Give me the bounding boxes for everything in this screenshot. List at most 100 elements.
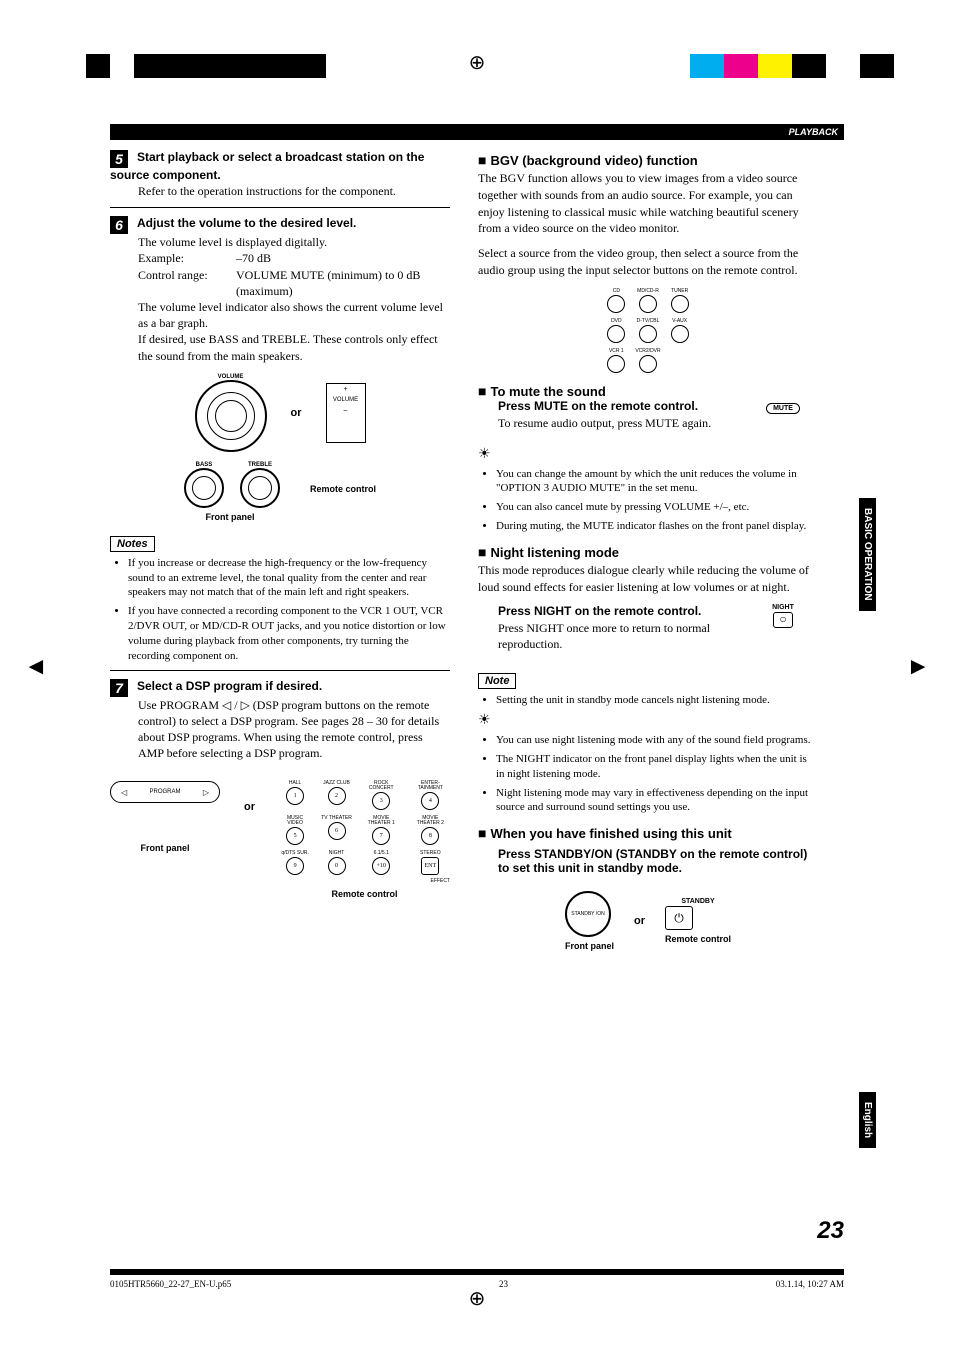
standby-on-button-icon: STANDBY /ON <box>565 891 611 937</box>
finish-heading: ■When you have finished using this unit <box>478 825 818 841</box>
step-5-heading: Start playback or select a broadcast sta… <box>110 150 424 182</box>
mute-heading: ■To mute the sound <box>478 383 818 399</box>
remote-caption-2: Remote control <box>279 889 450 899</box>
step-6-line3: If desired, use BASS and TREBLE. These c… <box>138 331 450 363</box>
night-para: This mode reproduces dialogue clearly wh… <box>478 562 818 596</box>
night-note-heading: Note <box>478 673 516 689</box>
side-tab-language: English <box>859 1092 876 1148</box>
program-rocker-figure: ◁ PROGRAM ▷ Front panel <box>110 781 220 853</box>
divider <box>110 670 450 671</box>
footer: 0105HTR5660_22-27_EN-U.p65 23 03.1.14, 1… <box>110 1269 844 1289</box>
mute-tip: You can also cancel mute by pressing VOL… <box>496 500 818 515</box>
example-value: –70 dB <box>236 250 271 266</box>
dsp-figure-row: ◁ PROGRAM ▷ Front panel or HALL1 JAZZ CL… <box>110 781 450 899</box>
page-number: 23 <box>817 1217 844 1245</box>
bgv-button-grid: CD MD/CD-R TUNER DVD D-TV/CBL V-AUX VCR … <box>478 289 818 373</box>
color-cyan <box>690 54 724 78</box>
side-tab-operation: BASIC OPERATION <box>859 498 876 611</box>
control-range-value: VOLUME MUTE (minimum) to 0 dB (maximum) <box>236 267 450 299</box>
night-button-icon: ○ <box>773 612 793 628</box>
finish-instruction: Press STANDBY/ON (STANDBY on the remote … <box>478 847 818 875</box>
night-tip: The NIGHT indicator on the front panel d… <box>496 752 818 782</box>
mute-instruction: Press MUTE on the remote control. To res… <box>478 399 818 440</box>
mute-tip: You can change the amount by which the u… <box>496 467 818 497</box>
color-yellow <box>758 54 792 78</box>
bgv-para-2: Select a source from the video group, th… <box>478 245 818 279</box>
control-range-label: Control range: <box>138 267 228 299</box>
right-column: ■BGV (background video) function The BGV… <box>478 142 818 961</box>
night-tip: You can use night listening mode with an… <box>496 733 818 748</box>
step-6-number: 6 <box>110 216 128 234</box>
front-panel-caption-3: Front panel <box>565 941 614 951</box>
remote-caption-1: Remote control <box>310 484 376 494</box>
left-black-bars <box>86 54 326 78</box>
front-panel-caption-2: Front panel <box>110 843 220 853</box>
program-left-icon: ◁ <box>121 788 127 797</box>
step-5-body: Refer to the operation instructions for … <box>110 183 450 199</box>
step-6-heading: Adjust the volume to the desired level. <box>137 216 356 230</box>
night-instr-body: Press NIGHT once more to return to norma… <box>498 620 718 654</box>
step-5: 5 Start playback or select a broadcast s… <box>110 150 450 199</box>
tip-icon: ☀ <box>478 446 818 463</box>
or-label-2: or <box>244 801 255 813</box>
color-bars <box>690 54 894 78</box>
bass-treble-row: BASS TREBLE Remote control <box>110 462 450 508</box>
bass-treble-knobs: BASS TREBLE <box>184 462 280 508</box>
registration-mark-top: ⊕ <box>469 50 486 75</box>
footer-page: 23 <box>499 1279 508 1289</box>
step-7-number: 7 <box>110 679 128 697</box>
standby-remote-button-icon: ⏻ <box>665 906 693 930</box>
mute-instr-body: To resume audio output, press MUTE again… <box>498 415 718 432</box>
treble-knob-icon <box>240 468 280 508</box>
treble-label: TREBLE <box>240 462 280 468</box>
step-6-body: The volume level is displayed digitally.… <box>110 234 450 364</box>
note-item: If you increase or decrease the high-fre… <box>128 556 450 601</box>
step-6-line1: The volume level is displayed digitally. <box>138 234 450 250</box>
standby-remote-label: STANDBY <box>665 898 731 905</box>
night-tip: Night listening mode may vary in effecti… <box>496 786 818 816</box>
volume-knob-label: VOLUME <box>195 374 267 380</box>
night-note: Setting the unit in standby mode cancels… <box>496 693 818 708</box>
or-label-3: or <box>634 915 645 927</box>
arrow-mark-left: ◄ <box>24 654 48 681</box>
or-label-1: or <box>291 407 302 419</box>
header-section-label: PLAYBACK <box>789 127 838 137</box>
night-instruction: Press NIGHT on the remote control. Press… <box>478 604 818 662</box>
program-rocker-icon: ◁ PROGRAM ▷ <box>110 781 220 803</box>
divider <box>110 207 450 208</box>
volume-knob-figure: VOLUME <box>195 374 267 452</box>
step-7: 7 Select a DSP program if desired. Use P… <box>110 679 450 900</box>
note-item: If you have connected a recording compon… <box>128 604 450 663</box>
volume-remote-figure: + VOLUME – <box>326 383 366 443</box>
bass-label: BASS <box>184 462 224 468</box>
bass-knob-icon <box>184 468 224 508</box>
night-instr-head: Press NIGHT on the remote control. <box>498 604 718 618</box>
content-columns: 5 Start playback or select a broadcast s… <box>110 142 844 961</box>
volume-remote-box: + VOLUME – <box>326 383 366 443</box>
step-6: 6 Adjust the volume to the desired level… <box>110 216 450 522</box>
night-heading: ■Night listening mode <box>478 544 818 560</box>
remote-caption-3: Remote control <box>665 934 731 944</box>
step-7-heading: Select a DSP program if desired. <box>137 679 322 693</box>
standby-figure-row: STANDBY /ON Front panel or STANDBY ⏻ Rem… <box>478 891 818 951</box>
mute-tips: You can change the amount by which the u… <box>496 467 818 534</box>
night-button-label: NIGHT <box>748 604 818 611</box>
night-note-list: Setting the unit in standby mode cancels… <box>496 693 818 708</box>
dsp-remote-grid: HALL1 JAZZ CLUB2 ROCK CONCERT3 ENTER-TAI… <box>279 781 450 899</box>
standby-remote-figure: STANDBY ⏻ Remote control <box>665 898 731 944</box>
mute-instr-head: Press MUTE on the remote control. <box>498 399 718 413</box>
page: ⊕ ⊕ ◄ ► PLAYBACK 5 Start playback or sel… <box>0 0 954 1351</box>
color-black2 <box>860 54 894 78</box>
footer-date: 03.1.14, 10:27 AM <box>776 1279 844 1289</box>
tip-icon: ☀ <box>478 712 818 729</box>
header-bar: PLAYBACK <box>110 124 844 140</box>
color-magenta <box>724 54 758 78</box>
volume-remote-label: VOLUME <box>333 397 358 403</box>
program-right-icon: ▷ <box>203 788 209 797</box>
notes-heading: Notes <box>110 536 155 552</box>
front-panel-caption-1: Front panel <box>10 512 450 522</box>
volume-knob-icon <box>195 380 267 452</box>
registration-mark-bottom: ⊕ <box>469 1286 486 1311</box>
example-label: Example: <box>138 250 228 266</box>
program-label: PROGRAM <box>149 789 180 795</box>
